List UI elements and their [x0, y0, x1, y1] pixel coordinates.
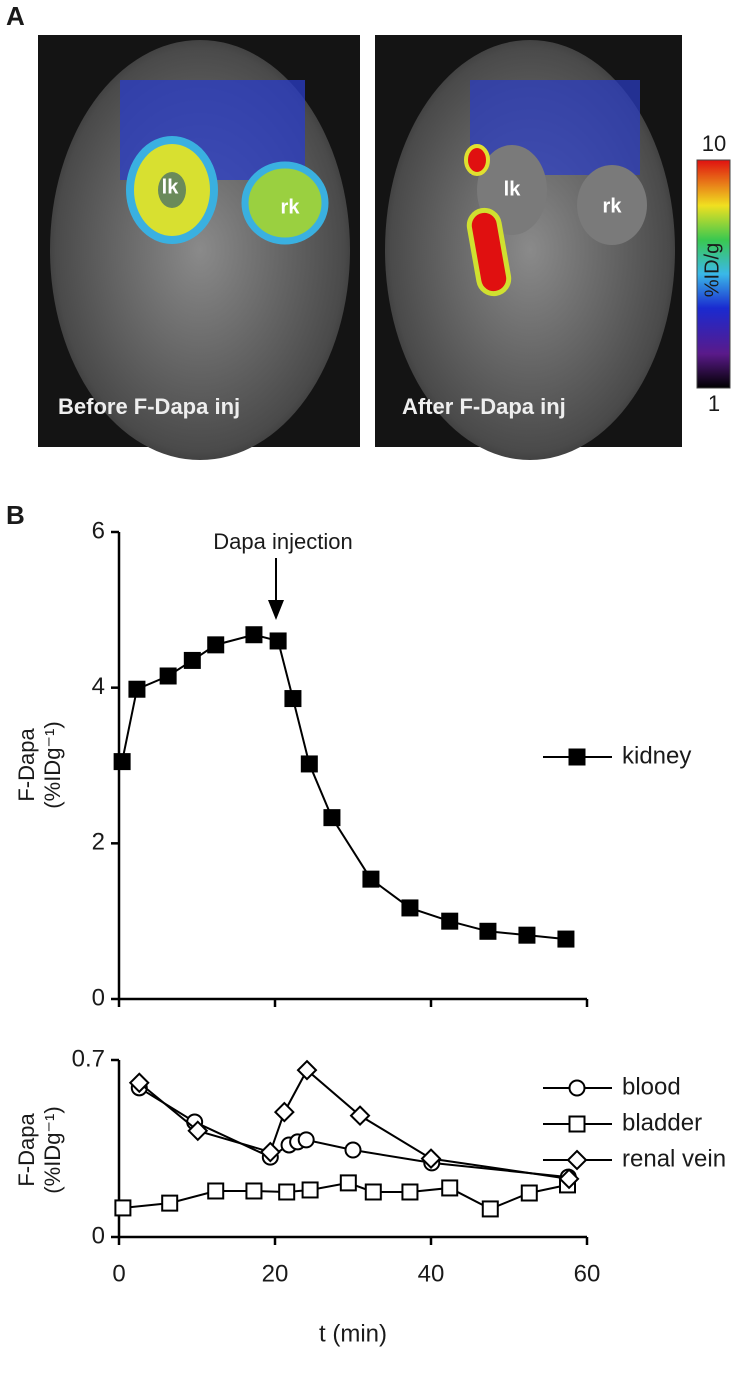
y-tick-label: 0.7 [72, 1045, 105, 1072]
marker [187, 1120, 209, 1142]
marker [159, 667, 177, 685]
marker [273, 1101, 295, 1123]
colorbar-max: 10 [702, 131, 726, 156]
marker [323, 809, 341, 827]
marker [183, 651, 201, 669]
marker [269, 632, 287, 650]
marker [481, 1200, 499, 1218]
x-tick-label: 0 [112, 1260, 125, 1287]
colorbar-title: %ID/g [701, 243, 723, 297]
y-axis-label: F-Dapa [14, 728, 39, 802]
marker [278, 1183, 296, 1201]
marker [479, 922, 497, 940]
organ-label: lk [162, 176, 180, 198]
marker [161, 1194, 179, 1212]
image-caption: Before F-Dapa inj [58, 394, 240, 419]
marker [128, 680, 146, 698]
marker [207, 1182, 225, 1200]
series-line [121, 633, 567, 941]
marker [128, 1072, 150, 1094]
marker [520, 1184, 538, 1202]
marker [297, 1131, 315, 1149]
x-tick-label: 40 [418, 1260, 445, 1287]
marker [284, 690, 302, 708]
organ-label: rk [603, 195, 623, 217]
ct-image: lk rk Before F-Dapa inj [38, 35, 360, 460]
y-axis-label: (%IDg⁻¹) [40, 1106, 65, 1193]
legend-marker [566, 1149, 588, 1171]
legend-marker [568, 748, 586, 766]
y-tick-label: 0 [92, 1222, 105, 1249]
panel-label: A [6, 1, 25, 31]
marker [207, 636, 225, 654]
marker [364, 1183, 382, 1201]
marker [441, 1179, 459, 1197]
x-tick-label: 20 [262, 1260, 289, 1287]
annotation: Dapa injection [213, 529, 352, 554]
ct-image: lk rk After F-Dapa inj [375, 35, 682, 460]
legend-label: renal vein [622, 1145, 726, 1172]
axis-line [117, 532, 587, 1001]
marker [401, 899, 419, 917]
y-tick-label: 4 [92, 673, 105, 700]
legend-label: blood [622, 1073, 681, 1100]
marker [558, 1168, 580, 1190]
marker [301, 1181, 319, 1199]
legend-marker [568, 1115, 586, 1133]
marker [362, 870, 380, 888]
y-tick-label: 0 [92, 984, 105, 1011]
image-caption: After F-Dapa inj [402, 394, 566, 419]
x-tick-label: 60 [574, 1260, 601, 1287]
y-axis-label: F-Dapa [14, 1113, 39, 1187]
marker [245, 1182, 263, 1200]
marker [259, 1141, 281, 1163]
marker [339, 1174, 357, 1192]
y-tick-label: 2 [92, 829, 105, 856]
x-axis-label: t (min) [319, 1320, 387, 1347]
y-axis-label: (%IDg⁻¹) [40, 721, 65, 808]
organ-label: lk [504, 178, 522, 200]
legend-marker [568, 1079, 586, 1097]
organ-label: rk [281, 196, 301, 218]
marker [296, 1059, 318, 1081]
marker [245, 626, 263, 644]
y-tick-label: 6 [92, 517, 105, 544]
series-line [138, 1068, 570, 1180]
marker [557, 930, 575, 948]
marker [300, 755, 318, 773]
marker [441, 912, 459, 930]
colorbar [696, 159, 731, 389]
legend-label: bladder [622, 1109, 702, 1136]
marker [401, 1183, 419, 1201]
marker [114, 1199, 132, 1217]
annotation-arrow [268, 600, 284, 620]
panel-label: B [6, 500, 25, 530]
legend-label: kidney [622, 742, 691, 769]
marker [349, 1105, 371, 1127]
marker [518, 926, 536, 944]
colorbar-min: 1 [708, 391, 720, 416]
marker [113, 753, 131, 771]
marker [420, 1148, 442, 1170]
marker [344, 1141, 362, 1159]
